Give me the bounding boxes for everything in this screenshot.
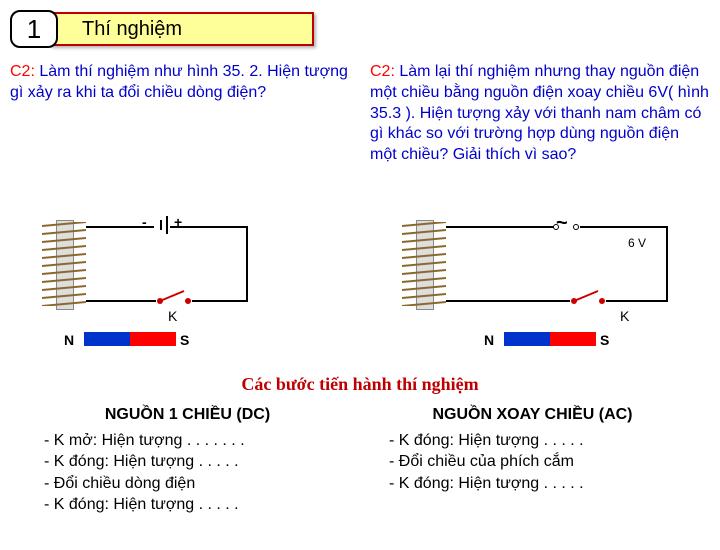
dc-line-2: - K đóng: Hiện tượng . . . . . xyxy=(30,451,345,473)
s-label: S xyxy=(180,332,189,348)
wire-icon xyxy=(606,300,668,302)
n-label: N xyxy=(64,332,74,348)
right-q-label: C2: xyxy=(370,63,395,80)
magnet-north-icon xyxy=(84,332,130,346)
wire-icon xyxy=(446,300,570,302)
dc-line-4: - K đóng: Hiện tượng . . . . . xyxy=(30,494,345,516)
ac-terminals-icon xyxy=(552,222,580,232)
section-number: 1 xyxy=(27,14,41,45)
minus-label: - xyxy=(142,214,147,230)
ac-column: NGUỒN XOAY CHIỀU (AC) - K đóng: Hiện tượ… xyxy=(375,404,690,516)
s-label-right: S xyxy=(600,332,609,348)
section-title: Thí nghiệm xyxy=(82,18,182,41)
wire-icon xyxy=(246,226,248,302)
dc-line-1: - K mở: Hiện tượng . . . . . . . xyxy=(30,430,345,452)
k-label: K xyxy=(168,308,177,324)
magnet-north-icon xyxy=(504,332,550,346)
wire-icon xyxy=(446,226,554,228)
wire-icon xyxy=(192,300,248,302)
wire-icon xyxy=(666,226,668,302)
six-v-label: 6 V xyxy=(628,236,646,250)
dc-circuit: - + K N S xyxy=(20,220,350,360)
section-title-box: Thí nghiệm xyxy=(50,12,314,46)
k-label-right: K xyxy=(620,308,629,324)
magnet-south-icon xyxy=(130,332,176,346)
wire-icon xyxy=(580,226,668,228)
switch-icon xyxy=(570,288,606,306)
dc-title: NGUỒN 1 CHIỀU (DC) xyxy=(30,404,345,426)
ac-line-2: - Đổi chiều của phích cắm xyxy=(375,451,690,473)
steps-title: Các bước tiến hành thí nghiệm xyxy=(0,374,720,395)
section-number-box: 1 xyxy=(10,10,58,48)
left-q-label: C2: xyxy=(10,63,35,80)
question-columns: C2: Làm thí nghiệm như hình 35. 2. Hiện … xyxy=(10,62,710,166)
n-label-right: N xyxy=(484,332,494,348)
ac-circuit: ~ 6 V K N S xyxy=(380,220,710,360)
switch-icon xyxy=(156,288,192,306)
circuit-diagrams: - + K N S ~ xyxy=(0,220,720,360)
bottom-columns: NGUỒN 1 CHIỀU (DC) - K mở: Hiện tượng . … xyxy=(30,404,690,516)
dc-line-3: - Đổi chiều dòng điện xyxy=(30,473,345,495)
right-question: C2: Làm lại thí nghiệm nhưng thay nguồn … xyxy=(370,62,710,166)
left-question: C2: Làm thí nghiệm như hình 35. 2. Hiện … xyxy=(10,62,350,166)
ac-line-3: - K đóng: Hiện tượng . . . . . xyxy=(375,473,690,495)
wire-icon xyxy=(86,300,156,302)
left-q-text: Làm thí nghiệm như hình 35. 2. Hiện tượn… xyxy=(10,63,348,101)
coil-windings-icon xyxy=(42,222,86,306)
ac-title: NGUỒN XOAY CHIỀU (AC) xyxy=(375,404,690,426)
coil-windings-icon xyxy=(402,222,446,306)
wire-icon xyxy=(170,226,248,228)
ac-line-1: - K đóng: Hiện tượng . . . . . xyxy=(375,430,690,452)
magnet-south-icon xyxy=(550,332,596,346)
right-q-text: Làm lại thí nghiệm nhưng thay nguồn điện… xyxy=(370,63,709,163)
dc-column: NGUỒN 1 CHIỀU (DC) - K mở: Hiện tượng . … xyxy=(30,404,345,516)
